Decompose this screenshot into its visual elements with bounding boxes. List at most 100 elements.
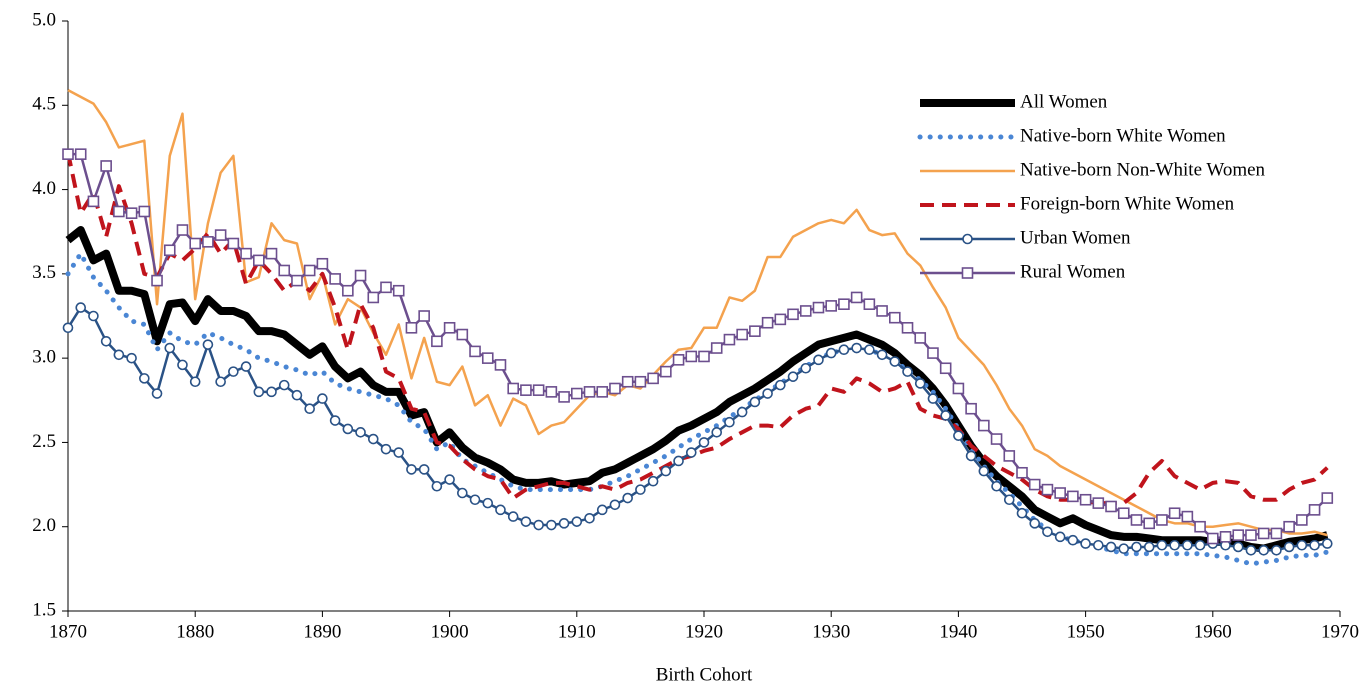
x-axis-label: Birth Cohort <box>656 664 753 685</box>
marker <box>1130 514 1143 526</box>
marker <box>1028 478 1041 491</box>
marker <box>965 450 977 462</box>
legend-label: All Women <box>1020 91 1108 112</box>
marker <box>113 205 125 218</box>
marker <box>380 281 392 294</box>
marker <box>584 512 595 524</box>
marker <box>100 160 112 172</box>
series-line <box>68 152 1329 540</box>
marker <box>545 386 558 398</box>
marker <box>278 379 290 391</box>
legend-label: Urban Women <box>1020 227 1131 248</box>
marker <box>1194 520 1206 533</box>
y-tick-label: 5.0 <box>32 9 56 30</box>
marker <box>825 300 838 312</box>
marker <box>609 499 621 511</box>
marker <box>431 335 443 348</box>
marker <box>1283 520 1295 533</box>
marker <box>813 354 824 366</box>
marker <box>660 465 672 477</box>
marker <box>457 487 468 499</box>
marker <box>1003 494 1015 506</box>
marker <box>266 386 277 398</box>
marker <box>1296 514 1308 526</box>
marker <box>1309 539 1320 551</box>
marker <box>888 311 901 324</box>
marker <box>520 384 532 396</box>
marker <box>635 484 646 495</box>
marker <box>1080 538 1091 549</box>
marker <box>812 301 825 314</box>
marker <box>431 480 443 492</box>
marker <box>596 386 609 398</box>
marker <box>367 291 380 304</box>
marker <box>558 391 570 403</box>
marker <box>660 365 672 378</box>
marker <box>1105 541 1117 553</box>
x-tick-label: 1920 <box>685 621 723 642</box>
marker <box>228 366 239 377</box>
marker <box>62 322 74 334</box>
marker <box>1042 526 1053 538</box>
marker <box>1271 545 1282 556</box>
marker <box>991 480 1002 492</box>
marker <box>532 384 545 396</box>
marker <box>902 366 913 377</box>
marker <box>876 349 888 361</box>
legend-marker <box>962 233 973 245</box>
marker <box>393 447 405 458</box>
marker <box>800 362 812 374</box>
legend-label: Rural Women <box>1020 261 1126 282</box>
marker <box>939 362 952 375</box>
marker <box>100 335 112 347</box>
marker <box>367 433 379 445</box>
marker <box>558 518 570 529</box>
marker <box>1041 483 1054 496</box>
marker <box>889 356 901 367</box>
y-tick-label: 4.0 <box>32 178 56 199</box>
marker <box>1321 538 1333 549</box>
series-line <box>65 226 1329 553</box>
marker <box>1067 490 1079 503</box>
marker <box>1232 541 1244 553</box>
marker <box>927 393 939 404</box>
marker <box>1245 529 1257 541</box>
marker <box>774 313 787 326</box>
marker <box>749 396 761 408</box>
marker <box>838 298 850 311</box>
marker <box>724 416 735 428</box>
marker <box>1168 507 1181 520</box>
marker <box>673 455 684 467</box>
marker <box>901 321 914 334</box>
marker <box>74 148 87 160</box>
marker <box>1245 545 1257 556</box>
marker <box>850 291 863 304</box>
marker <box>164 342 176 354</box>
marker <box>507 382 520 395</box>
series-line <box>66 306 1328 552</box>
marker <box>75 302 87 313</box>
marker <box>838 344 850 356</box>
marker <box>138 205 151 218</box>
marker <box>1029 518 1041 529</box>
marker <box>482 497 494 509</box>
marker <box>329 273 341 285</box>
series-line <box>66 152 1329 506</box>
marker <box>863 298 876 311</box>
marker <box>583 386 596 398</box>
marker <box>355 427 366 438</box>
marker <box>927 347 939 359</box>
marker <box>1169 539 1180 551</box>
marker <box>533 519 544 531</box>
marker <box>1054 487 1066 499</box>
marker <box>253 254 265 267</box>
marker <box>304 403 315 415</box>
marker <box>940 410 951 421</box>
x-tick-label: 1930 <box>812 621 850 642</box>
y-tick-label: 3.5 <box>32 262 56 283</box>
marker <box>456 328 469 341</box>
marker <box>317 393 328 404</box>
marker <box>787 371 799 382</box>
